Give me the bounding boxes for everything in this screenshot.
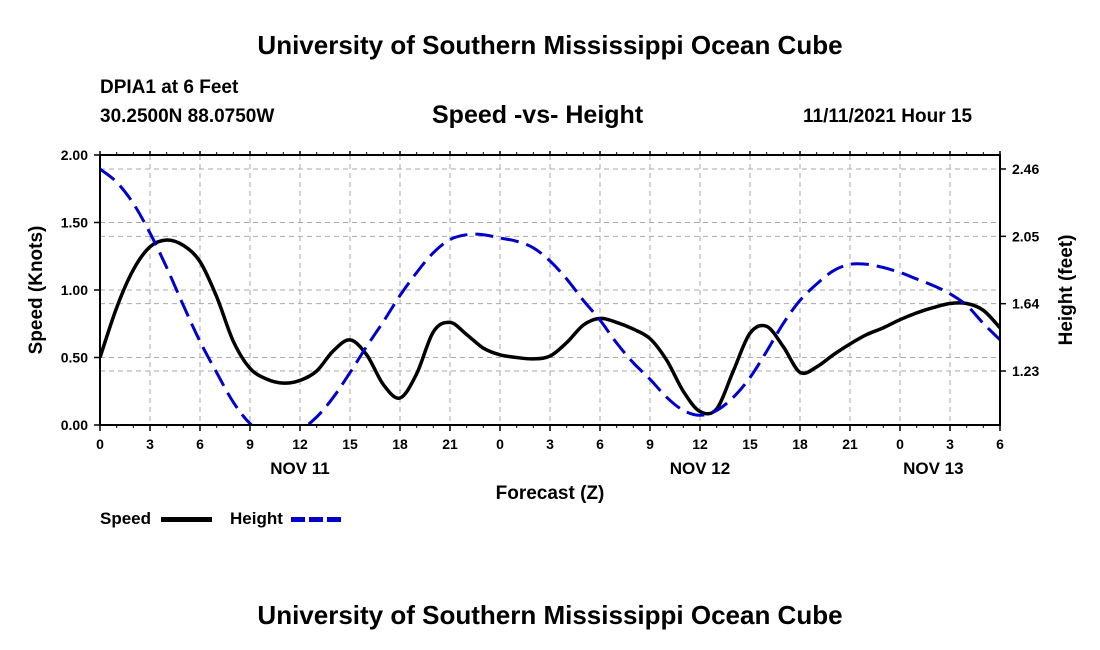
series-line-speed xyxy=(100,238,1000,416)
grid xyxy=(100,155,1000,425)
y-tick-label: 1.50 xyxy=(61,215,88,231)
x-tick-label: 12 xyxy=(292,436,308,452)
date-label: NOV 11 xyxy=(270,459,330,478)
y-tick-label: 0.00 xyxy=(61,417,88,433)
x-tick-label: 15 xyxy=(342,436,358,452)
y2-tick-label: 1.64 xyxy=(1012,296,1039,312)
x-tick-label: 6 xyxy=(996,436,1004,452)
y-tick-label: 1.00 xyxy=(61,282,88,298)
x-tick-label: 21 xyxy=(442,436,458,452)
axes xyxy=(94,151,1006,431)
x-tick-label: 0 xyxy=(96,436,104,452)
x-tick-label: 18 xyxy=(392,436,408,452)
series-layer xyxy=(100,167,1000,425)
chart-subtitle: Speed -vs- Height xyxy=(432,101,644,129)
x-tick-label: 12 xyxy=(692,436,708,452)
legend-height-swatch xyxy=(291,517,343,522)
plot-frame xyxy=(99,154,1001,426)
x-tick-label: 3 xyxy=(146,436,154,452)
y2-tick-label: 1.23 xyxy=(1012,363,1039,379)
date-label: NOV 13 xyxy=(903,459,963,478)
x-tick-label: 0 xyxy=(496,436,504,452)
y-axis-title: Speed (Knots) xyxy=(26,226,47,355)
x-axis-title: Forecast (Z) xyxy=(495,483,605,504)
x-tick-label: 9 xyxy=(646,436,654,452)
datetime-label: 11/11/2021 Hour 15 xyxy=(803,106,973,127)
y-tick-label: 0.50 xyxy=(61,350,88,366)
station-label: DPIA1 at 6 Feet xyxy=(100,77,239,98)
y2-axis-title: Height (feet) xyxy=(1056,235,1077,346)
legend-speed-label: Speed xyxy=(100,509,152,528)
footer-title: University of Southern Mississippi Ocean… xyxy=(257,600,843,630)
main-title: University of Southern Mississippi Ocean… xyxy=(257,30,843,60)
coordinates-label: 30.2500N 88.0750W xyxy=(100,106,275,127)
x-tick-label: 3 xyxy=(946,436,954,452)
series-line-height xyxy=(100,167,1000,425)
x-tick-label: 21 xyxy=(842,436,858,452)
x-tick-label: 9 xyxy=(246,436,254,452)
x-tick-label: 6 xyxy=(596,436,604,452)
x-tick-label: 3 xyxy=(546,436,554,452)
legend-height-label: Height xyxy=(230,509,283,528)
y2-tick-label: 2.46 xyxy=(1012,161,1039,177)
legend-speed-swatch xyxy=(161,517,212,522)
x-tick-label: 6 xyxy=(196,436,204,452)
date-label: NOV 12 xyxy=(670,459,730,478)
tick-labels: 0 3 6 9 12 15 18 21 0 3 6 9 12 15 18 21 0 3 6 NOV 11 NOV 12 N… xyxy=(61,147,1040,478)
x-tick-label: 0 xyxy=(896,436,904,452)
y-tick-label: 2.00 xyxy=(61,147,88,163)
y2-tick-label: 2.05 xyxy=(1012,228,1039,244)
x-tick-label: 15 xyxy=(742,436,758,452)
x-tick-label: 18 xyxy=(792,436,808,452)
